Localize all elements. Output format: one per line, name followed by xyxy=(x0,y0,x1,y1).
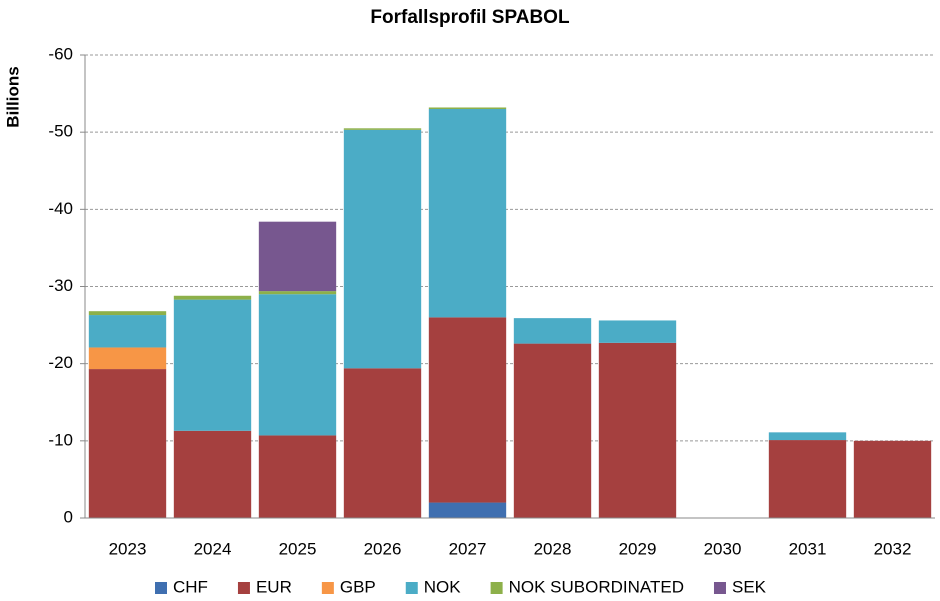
bar-segment xyxy=(88,347,167,370)
bar-segment xyxy=(428,107,507,110)
bar-segment xyxy=(428,502,507,518)
bar-segment xyxy=(173,430,252,518)
y-tick-label: -30 xyxy=(48,276,73,295)
bar-segment xyxy=(853,440,932,518)
legend-label: NOK xyxy=(424,577,462,596)
legend-swatch xyxy=(237,582,250,594)
bar-segment xyxy=(88,311,167,316)
bar-segment xyxy=(258,221,337,292)
y-axis-label: Billions xyxy=(3,66,22,127)
legend-swatch xyxy=(713,582,726,594)
legend-label: CHF xyxy=(173,577,208,596)
bar-segment xyxy=(258,291,337,295)
x-tick-label: 2027 xyxy=(449,539,487,558)
bar-segment xyxy=(343,129,422,369)
bar-segment xyxy=(768,440,847,518)
legend-label: GBP xyxy=(340,577,376,596)
y-tick-label: -40 xyxy=(48,199,73,218)
y-tick-label: 0 xyxy=(64,507,73,526)
bar-segment xyxy=(513,343,592,518)
y-tick-label: -10 xyxy=(48,430,73,449)
bar-segment xyxy=(173,295,252,300)
x-tick-label: 2028 xyxy=(534,539,572,558)
y-tick-label: -60 xyxy=(48,44,73,63)
x-tick-label: 2023 xyxy=(109,539,147,558)
legend-swatch xyxy=(155,582,167,594)
y-tick-label: -20 xyxy=(48,353,73,372)
bar-segment xyxy=(768,432,847,441)
legend-swatch xyxy=(405,582,418,594)
legend-label: EUR xyxy=(256,577,292,596)
bar-segment xyxy=(428,109,507,318)
x-tick-label: 2031 xyxy=(789,539,827,558)
x-tick-label: 2030 xyxy=(704,539,742,558)
legend-label: NOK SUBORDINATED xyxy=(509,577,684,596)
legend-swatch xyxy=(321,582,334,594)
bar-segment xyxy=(258,435,337,518)
x-tick-label: 2026 xyxy=(364,539,402,558)
bar-segment xyxy=(598,320,677,343)
x-tick-label: 2029 xyxy=(619,539,657,558)
chart-title: Forfallsprofil SPABOL xyxy=(370,7,570,28)
legend-label: SEK xyxy=(732,577,767,596)
bar-segment xyxy=(428,317,507,503)
bar-segment xyxy=(258,294,337,436)
bar-segment xyxy=(88,369,167,518)
bar-segment xyxy=(88,315,167,348)
bar-segment xyxy=(343,128,422,130)
x-tick-label: 2024 xyxy=(194,539,232,558)
legend-swatch xyxy=(490,582,503,594)
x-tick-label: 2032 xyxy=(874,539,912,558)
bar-segment xyxy=(173,299,252,431)
y-tick-label: -50 xyxy=(48,122,73,141)
x-tick-label: 2025 xyxy=(279,539,317,558)
bar-segment xyxy=(343,368,422,518)
bar-segment xyxy=(598,342,677,518)
bar-segment xyxy=(513,318,592,344)
